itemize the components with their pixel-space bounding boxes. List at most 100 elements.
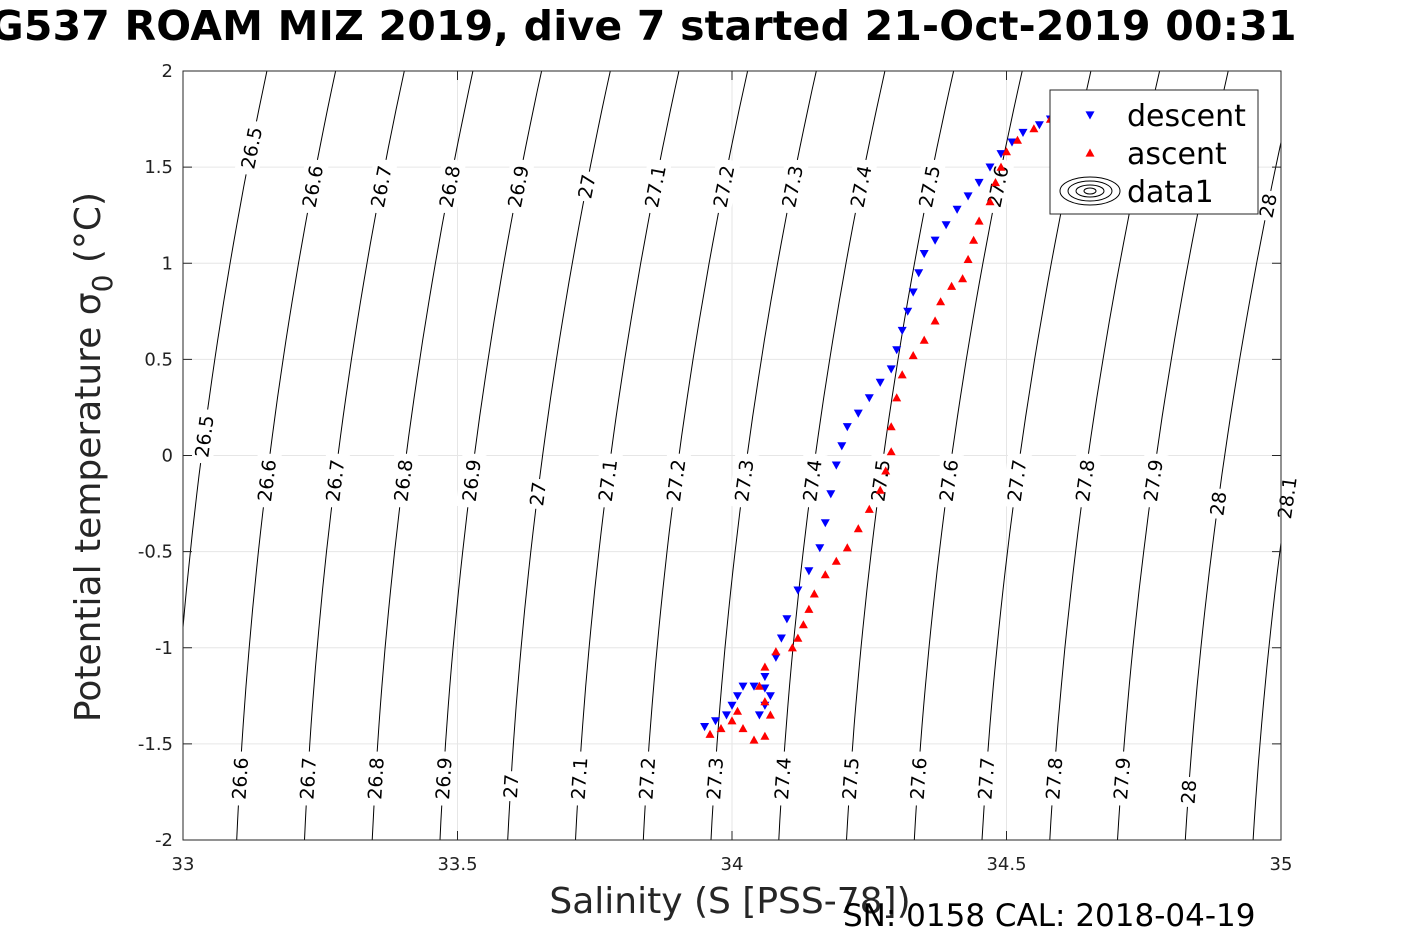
descent-point [760, 673, 770, 682]
y-tick-label: -1.5 [138, 734, 173, 755]
ascent-point [930, 316, 940, 325]
y-axis-label-main: Potential temperature σ [68, 292, 109, 722]
contour-label-background [1001, 452, 1033, 509]
ascent-point [798, 620, 808, 629]
descent-point [963, 192, 973, 201]
ascent-point [831, 556, 841, 565]
legend-label-descent: descent [1127, 99, 1246, 134]
ascent-point [991, 178, 1000, 187]
descent-point [897, 326, 907, 335]
descent-point [864, 394, 874, 403]
y-tick-label: -0.5 [138, 542, 173, 563]
contour-label-background [432, 157, 467, 216]
contour-label-text: 26.7 [322, 458, 349, 503]
ascent-point [892, 393, 902, 402]
descent-point [776, 634, 786, 643]
contour-label-background [387, 452, 419, 509]
ascent-point [765, 710, 775, 719]
ascent-point [804, 604, 814, 613]
descent-point [820, 519, 830, 528]
contour-label-background [523, 477, 552, 511]
y-axis-label-unit: (°C) [68, 192, 109, 275]
density-contour-labels: 26.5 26.6 26.7 26.8 26.9 27 27.1 27.2 27.3 27.4 27… [188, 119, 1303, 808]
contour-label-background [633, 750, 661, 807]
ascent-point [716, 724, 726, 733]
contour-label-text: 28 [1178, 779, 1202, 805]
descent-point [908, 288, 918, 297]
ascent-point [974, 216, 984, 225]
contour-label-background [571, 169, 602, 204]
contour-label-background [429, 750, 457, 807]
contour-label-background [251, 452, 282, 509]
legend-data1-marker [1083, 187, 1097, 195]
descent-point [842, 423, 852, 432]
contour-label-background [843, 157, 878, 216]
contour-label-background [1271, 469, 1303, 527]
contour-label-background [728, 452, 760, 509]
serial-calibration-note: SN: 0158 CAL: 2018-04-19 [843, 898, 1256, 934]
descent-point [765, 692, 775, 701]
ascent-point [897, 370, 907, 379]
contour-label-background [319, 452, 351, 509]
ascent-point [760, 697, 770, 706]
contour-label: 26.8 [361, 750, 390, 807]
ascent-point [1029, 124, 1039, 133]
contour-label: 26.6 [226, 750, 254, 807]
y-axis-label-subscript: 0 [86, 275, 119, 293]
ascent-point [733, 706, 742, 715]
contour-label-background [775, 157, 810, 216]
legend-label-data1: data1 [1127, 175, 1214, 210]
contour-label-background [1107, 750, 1136, 807]
contour-label-background [1039, 750, 1068, 807]
contour-label: 26.9 [429, 750, 457, 807]
ascent-point [936, 297, 946, 306]
ascent-point [864, 504, 874, 513]
contour-label-background [768, 750, 797, 807]
contour-label-text: 27.3 [703, 757, 728, 801]
ascent-point [842, 543, 852, 552]
descent-point [919, 250, 929, 259]
y-tick-label: 2 [162, 61, 173, 82]
contour-label-text: 27 [526, 481, 551, 508]
descent-point [722, 711, 731, 720]
contour-label: 26.6 [251, 452, 282, 509]
contour-label-background [226, 750, 254, 807]
ascent-point [886, 422, 896, 431]
data-series [700, 114, 1055, 744]
descent-point [815, 544, 825, 553]
ascent-point [958, 274, 968, 283]
legend-descent-marker [1085, 111, 1095, 120]
ascent-point [881, 466, 891, 475]
contour-label: 27.1 [565, 750, 593, 807]
ascent-point [727, 716, 737, 725]
contour-label-text: 27.8 [1042, 757, 1067, 801]
descent-point [1018, 128, 1028, 137]
descent-point [727, 701, 737, 710]
contour-label: 27 [497, 770, 524, 802]
ascent-point [809, 589, 819, 598]
contour-line [1252, 538, 1281, 840]
descent-point [974, 178, 984, 187]
contour-label: 27 [523, 477, 552, 511]
contour-label: 28.1 [1271, 469, 1303, 527]
axes: 33 33.5 34 34.5 35 -2 -1.5 -1 -0.5 0 0.5 1 1.5 2 Salin… [68, 61, 1292, 922]
contour-label-text: 27.4 [771, 757, 796, 801]
contour-label-text: 26.9 [459, 458, 486, 503]
contour-label-background [500, 157, 535, 216]
contour-label: 27.8 [1039, 750, 1068, 807]
contour-label-text: 28.1 [1274, 475, 1302, 520]
descent-point [903, 307, 913, 316]
contour-label-background [972, 750, 1000, 807]
contour-label-text: 27.2 [663, 458, 690, 503]
ascent-point [908, 351, 918, 360]
contour-label-background [660, 452, 692, 509]
contour-label-text: 26.7 [296, 757, 321, 801]
descent-point [930, 236, 940, 245]
contour-label-background [565, 750, 593, 807]
y-tick-label: -2 [155, 830, 173, 851]
legend-box [1049, 89, 1259, 215]
ascent-point [820, 570, 830, 579]
contour-label: 26.5 [234, 119, 269, 177]
contour-label-text: 27.1 [568, 757, 593, 801]
